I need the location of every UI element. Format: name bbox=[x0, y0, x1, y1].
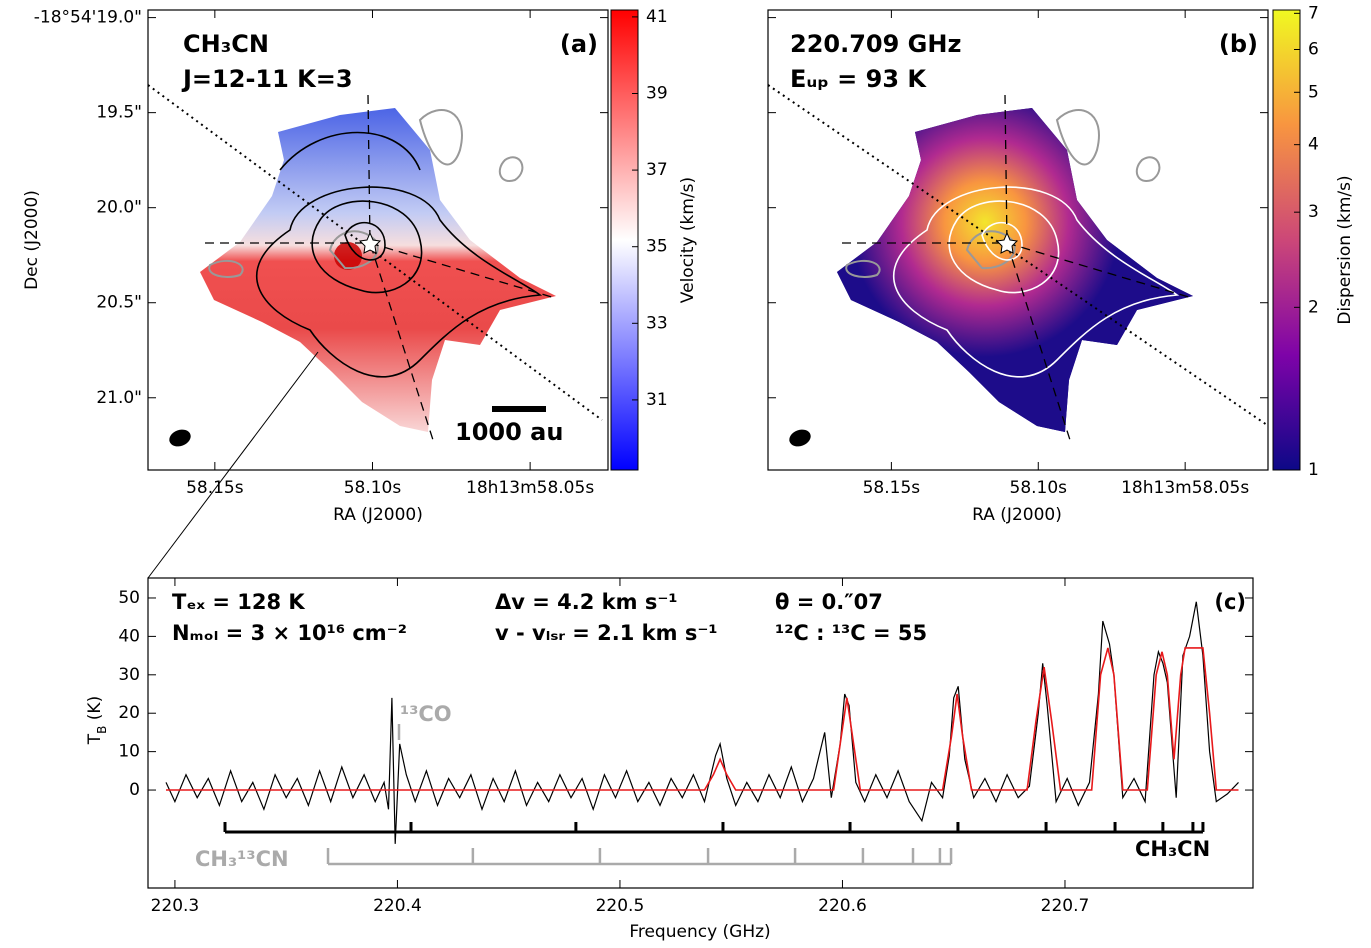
x-tick-label: 58.15s bbox=[186, 478, 244, 498]
x-tick-label: 18h13m58.05s bbox=[466, 478, 594, 498]
y-tick-label: 20.5" bbox=[96, 293, 142, 313]
colorbar-tick-label: 35 bbox=[646, 237, 668, 257]
colorbar-label: Dispersion (km/s) bbox=[1335, 175, 1355, 324]
y-tick-label: 50 bbox=[118, 588, 140, 608]
y-tick-label: 40 bbox=[118, 626, 140, 646]
x-tick-label: 220.4 bbox=[373, 896, 422, 916]
x-axis-label: Frequency (GHz) bbox=[629, 922, 770, 942]
x-tick-label: 58.10s bbox=[344, 478, 402, 498]
x-tick-label: 220.5 bbox=[596, 896, 645, 916]
x-axis-label: RA (J2000) bbox=[333, 505, 423, 525]
annotation: Nₘₒₗ = 3 × 10¹⁶ cm⁻² bbox=[172, 621, 407, 645]
panel-label: (c) bbox=[1214, 590, 1246, 614]
x-axis-label: RA (J2000) bbox=[972, 505, 1062, 525]
spectrum-panel: Tₑₓ = 128 K Nₘₒₗ = 3 × 10¹⁶ cm⁻² Δv = 4.… bbox=[85, 577, 1254, 942]
annotation: J=12-11 K=3 bbox=[181, 65, 353, 93]
colorbar bbox=[610, 9, 639, 471]
colorbar-tick-label: 39 bbox=[646, 83, 668, 103]
y-tick-label: 20 bbox=[118, 703, 140, 723]
annotation: v - vₗₛᵣ = 2.1 km s⁻¹ bbox=[495, 621, 718, 645]
annotation: 220.709 GHz bbox=[790, 30, 961, 58]
marker-label: CH₃¹³CN bbox=[195, 847, 289, 871]
colorbar bbox=[1272, 9, 1301, 471]
x-tick-label: 220.3 bbox=[151, 896, 200, 916]
y-tick-label: 20.0" bbox=[96, 198, 142, 218]
panel-label: (b) bbox=[1219, 30, 1258, 58]
panel-label: (a) bbox=[560, 30, 598, 58]
x-tick-label: 18h13m58.05s bbox=[1121, 478, 1249, 498]
y-tick-label: 30 bbox=[118, 665, 140, 685]
y-tick-label: 0 bbox=[129, 780, 140, 800]
x-tick-label: 58.10s bbox=[1010, 478, 1068, 498]
annotation: Δv = 4.2 km s⁻¹ bbox=[495, 590, 678, 614]
colorbar-tick-label: 4 bbox=[1308, 135, 1319, 155]
colorbar-tick-label: 31 bbox=[646, 390, 668, 410]
colorbar-tick-label: 3 bbox=[1308, 202, 1319, 222]
annotation: Eᵤₚ = 93 K bbox=[790, 65, 927, 93]
colorbar-tick-label: 7 bbox=[1308, 3, 1319, 23]
colorbar-tick-label: 1 bbox=[1308, 460, 1319, 480]
colorbar-tick-label: 6 bbox=[1308, 40, 1319, 60]
colorbar-tick-label: 2 bbox=[1308, 297, 1319, 317]
y-axis-label: Dec (J2000) bbox=[22, 190, 42, 290]
y-tick-label: -18°54'19.0" bbox=[34, 8, 142, 28]
x-tick-label: 58.15s bbox=[863, 478, 921, 498]
y-tick-label: 10 bbox=[118, 742, 140, 762]
y-tick-label: 21.0" bbox=[96, 388, 142, 408]
scale-bar-label: 1000 au bbox=[455, 418, 563, 446]
annotation: ¹²C : ¹³C = 55 bbox=[775, 621, 927, 645]
colorbar-tick-label: 33 bbox=[646, 313, 668, 333]
annotation: CH₃CN bbox=[183, 30, 269, 58]
x-tick-label: 220.7 bbox=[1041, 896, 1090, 916]
map-b: 220.709 GHz Eᵤₚ = 93 K (b) RA (J2000) Di… bbox=[767, 9, 1355, 525]
map-a: CH₃CN J=12-11 K=3 (a) 1000 au RA (J2000)… bbox=[22, 9, 698, 525]
spectrum-line bbox=[166, 647, 1239, 791]
marker-label: CH₃CN bbox=[1135, 837, 1210, 861]
x-tick-label: 220.6 bbox=[818, 896, 867, 916]
y-axis-label: TB (K) bbox=[85, 696, 109, 745]
annotation: θ = 0.″07 bbox=[775, 590, 883, 614]
colorbar-label: Velocity (km/s) bbox=[678, 177, 698, 303]
colorbar-tick-label: 37 bbox=[646, 160, 668, 180]
colorbar-tick-label: 41 bbox=[646, 7, 668, 27]
y-tick-label: 19.5" bbox=[96, 103, 142, 123]
annotation: Tₑₓ = 128 K bbox=[172, 590, 305, 614]
line-label: ¹³CO bbox=[400, 702, 452, 726]
colorbar-tick-label: 5 bbox=[1308, 82, 1319, 102]
